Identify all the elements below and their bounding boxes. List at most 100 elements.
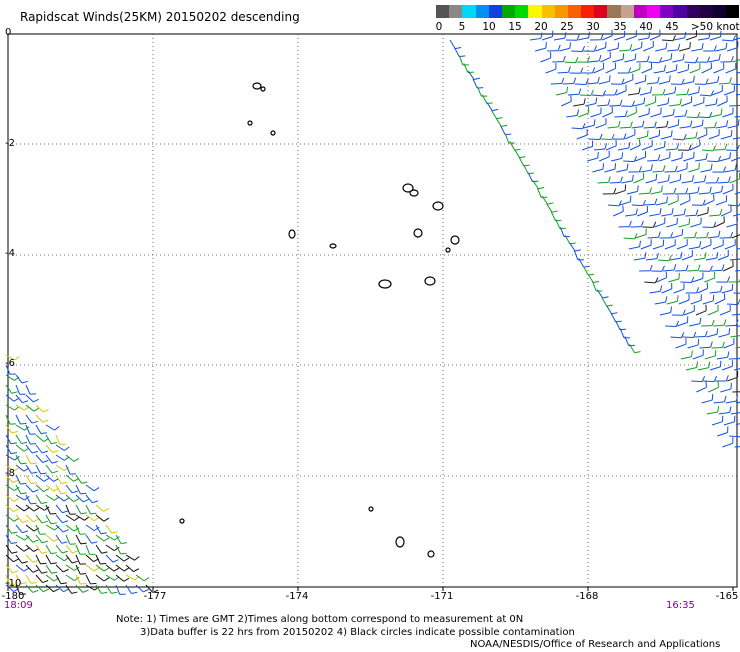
island [330, 244, 336, 248]
wind-barb [691, 43, 703, 51]
wind-barb [714, 216, 724, 227]
wind-barb [719, 406, 731, 414]
wind-barb [702, 146, 716, 151]
wind-barb [628, 88, 640, 95]
wind-barb [660, 232, 673, 238]
wind-barb [639, 265, 652, 271]
note-line-1: Note: 1) Times are GMT 2)Times along bot… [116, 614, 720, 627]
wind-barb [656, 197, 668, 205]
wind-barb [650, 285, 662, 293]
lon-label-5: -165 [716, 591, 739, 602]
wind-barb [727, 42, 738, 51]
wind-barb [667, 295, 678, 304]
wind-barb [723, 184, 733, 194]
wind-barb [685, 209, 698, 216]
wind-barb [600, 51, 610, 62]
wind-barb [638, 32, 650, 40]
wind-barb [723, 260, 733, 271]
wind-barb [611, 152, 622, 161]
wind-barb [654, 141, 665, 150]
wind-barb [126, 555, 139, 560]
wind-barb [704, 272, 714, 282]
wind-barb [660, 307, 672, 315]
lat-label-5: -10 [5, 578, 21, 589]
wind-barb [718, 250, 728, 260]
wind-barb [696, 381, 706, 392]
wind-barb [706, 328, 717, 337]
wind-barb [698, 112, 711, 117]
wind-barb [666, 218, 677, 227]
wind-barb [681, 96, 691, 106]
wind-barb [715, 375, 728, 381]
wind-barb [732, 53, 740, 62]
wind-barb [719, 77, 732, 84]
wind-barb [86, 485, 99, 491]
wind-barb [589, 134, 602, 140]
wind-barb [700, 164, 712, 172]
wind-barb [695, 79, 708, 85]
wind-barb [654, 65, 666, 73]
wind-barb [36, 495, 47, 504]
wind-barb [706, 177, 719, 183]
island [248, 121, 252, 125]
wind-barb [46, 555, 57, 564]
wind-barb [718, 328, 729, 337]
wind-barb [686, 30, 697, 40]
wind-barb [606, 62, 616, 73]
wind-barb [713, 239, 723, 249]
wind-barb [679, 294, 689, 304]
wind-barb [710, 286, 722, 293]
wind-barb [665, 321, 678, 327]
wind-barb [688, 86, 699, 95]
wind-barb [721, 130, 732, 139]
wind-barb [16, 525, 28, 533]
wind-barb [618, 142, 630, 150]
wind-barb [56, 515, 68, 523]
wind-barb [736, 340, 740, 348]
wind-barb [710, 31, 721, 40]
wind-barb [577, 129, 587, 139]
wind-barb [668, 119, 679, 128]
wind-barb [649, 208, 661, 216]
wind-barb [711, 186, 723, 194]
wind-barb [671, 79, 684, 85]
wind-barb [615, 185, 626, 194]
wind-barb [705, 350, 716, 359]
wind-barb [585, 98, 596, 106]
wind-barb [683, 152, 694, 161]
wind-barb [686, 112, 699, 117]
wind-barb [655, 43, 667, 51]
wind-barb [727, 371, 737, 381]
wind-barb [676, 163, 687, 172]
island [369, 507, 373, 511]
wind-barb [729, 353, 740, 359]
wind-barb [732, 308, 740, 315]
wind-barb [634, 252, 646, 260]
wind-barb [635, 151, 645, 161]
wind-barb [672, 54, 684, 62]
wind-barb [619, 44, 632, 51]
wind-barb [547, 45, 560, 51]
wind-barb [613, 205, 623, 216]
wind-barb [46, 505, 56, 514]
wind-barb [728, 201, 740, 206]
wind-barb [670, 252, 682, 260]
wind-barb [597, 99, 610, 106]
wind-barb [698, 362, 710, 370]
wind-barb [576, 57, 589, 63]
wind-barb [720, 305, 730, 315]
wind-barb [650, 108, 661, 117]
wind-barb [661, 208, 673, 216]
wind-barb [714, 63, 724, 73]
wind-barb [690, 139, 700, 150]
wind-barb [26, 575, 37, 583]
wind-barb [46, 425, 59, 430]
wind-barb [680, 194, 690, 205]
wind-barb [611, 313, 622, 322]
wind-barb [36, 575, 48, 583]
wind-barb [76, 565, 86, 574]
wind-barb [621, 101, 634, 107]
wind-barb [66, 465, 76, 474]
wind-barb [716, 120, 728, 128]
wind-barb [644, 122, 657, 128]
